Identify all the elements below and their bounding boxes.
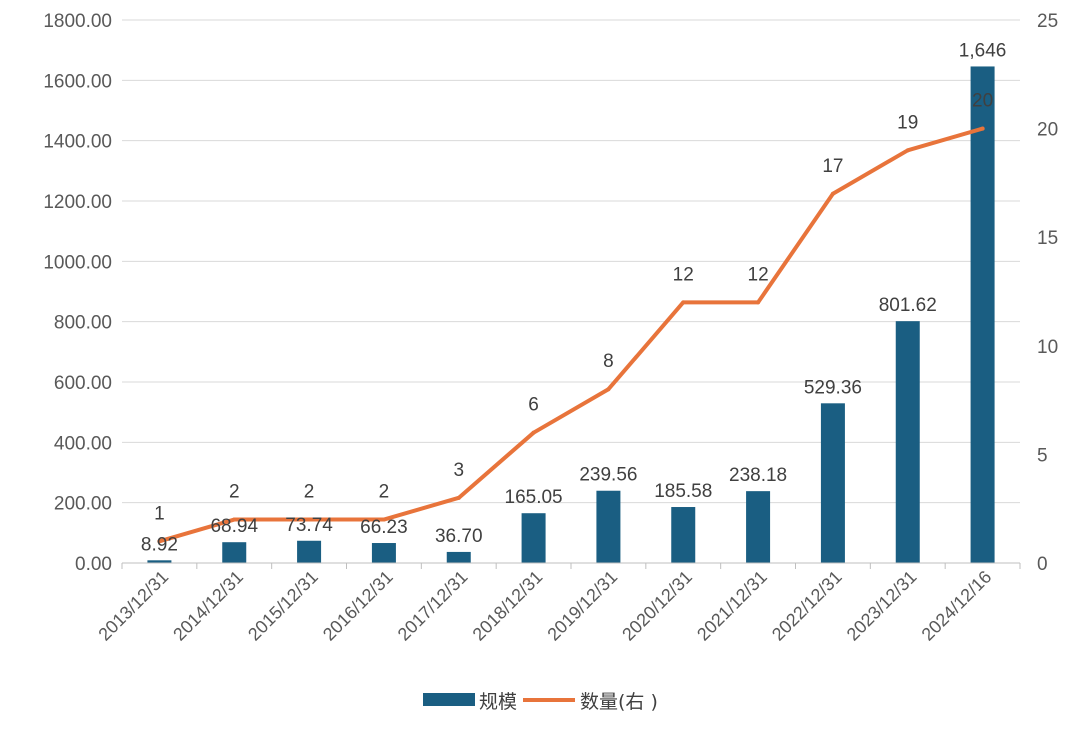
x-tick-label: 2024/12/16 (918, 567, 996, 645)
x-axis: 2013/12/312014/12/312015/12/312016/12/31… (94, 562, 1021, 645)
y-left-tick-label: 600.00 (54, 373, 112, 394)
line-value-label: 20 (972, 91, 993, 112)
x-tick-label: 2015/12/31 (244, 567, 322, 645)
bar (222, 542, 247, 563)
line-point (232, 517, 237, 522)
bar-data-labels: 8.92 68.94 73.74 66.23 36.70 165.05 239.56 185.… (141, 40, 1006, 555)
line-point (531, 430, 536, 435)
line-point (681, 300, 686, 305)
y-left-tick-label: 1200.00 (43, 192, 112, 213)
y-left-tick-label: 400.00 (54, 433, 112, 454)
line-value-label: 12 (673, 264, 694, 285)
legend-swatch-bar (423, 693, 475, 706)
line-point (980, 126, 985, 131)
y-right-tick-label: 0 (1037, 554, 1048, 575)
bar-value-label: 529.36 (804, 377, 862, 398)
bar (297, 540, 322, 563)
bar (371, 543, 396, 563)
y-left-tick-label: 200.00 (54, 494, 112, 515)
bar (147, 560, 172, 563)
y-left-tick-label: 1400.00 (43, 132, 112, 153)
line-value-label: 3 (453, 460, 464, 481)
y-left-tick-label: 800.00 (54, 313, 112, 334)
bar-value-label: 8.92 (141, 534, 178, 555)
line-value-label: 12 (748, 264, 769, 285)
bar (446, 551, 471, 563)
legend-label-bar: 规模 (479, 691, 517, 713)
x-tick-label: 2013/12/31 (94, 567, 172, 645)
bar-series (147, 66, 995, 563)
x-tick-label: 2021/12/31 (693, 567, 771, 645)
bar-value-label: 165.05 (505, 487, 563, 508)
x-tick-label: 2023/12/31 (843, 567, 921, 645)
bar (671, 507, 696, 563)
line-path (157, 126, 985, 544)
bar (820, 403, 845, 563)
line-value-label: 2 (304, 482, 315, 503)
line-value-label: 2 (229, 482, 240, 503)
line-point (456, 495, 461, 500)
line-point (905, 148, 910, 153)
x-tick-label: 2014/12/31 (169, 567, 247, 645)
line-value-label: 2 (379, 482, 390, 503)
bar-value-label: 238.18 (729, 465, 787, 486)
line-value-label: 17 (822, 156, 843, 177)
x-tick-label: 2018/12/31 (469, 567, 547, 645)
line-series (157, 126, 985, 544)
line-point (157, 539, 162, 544)
y-right-tick-label: 5 (1037, 445, 1048, 466)
line-value-label: 6 (528, 395, 539, 416)
line-point (307, 517, 312, 522)
line-point (381, 517, 386, 522)
x-tick-label: 2017/12/31 (394, 567, 472, 645)
x-tick-label: 2019/12/31 (543, 567, 621, 645)
line-value-label: 1 (154, 503, 165, 524)
bar-value-label: 801.62 (879, 295, 937, 316)
y-axis-right: 0 5 10 15 20 25 (1037, 11, 1058, 575)
bar-value-label: 36.70 (435, 526, 483, 547)
line-point (830, 191, 835, 196)
y-axis-left: 0.00 200.00 400.00 600.00 800.00 1000.00 1200.… (43, 11, 112, 575)
bar-value-label: 239.56 (579, 465, 637, 486)
bar (596, 490, 621, 563)
y-right-tick-label: 10 (1037, 337, 1058, 358)
y-left-tick-label: 0.00 (75, 554, 112, 575)
bar-value-label: 1,646 (959, 40, 1007, 61)
y-left-tick-label: 1000.00 (43, 252, 112, 273)
line-value-label: 19 (897, 112, 918, 133)
bar (521, 513, 546, 563)
line-value-label: 8 (603, 351, 614, 372)
y-right-tick-label: 25 (1037, 11, 1058, 32)
y-right-tick-label: 15 (1037, 228, 1058, 249)
legend-label-line: 数量(右 ) (580, 691, 658, 713)
line-point (606, 387, 611, 392)
y-right-tick-label: 20 (1037, 120, 1058, 141)
gridlines (122, 19, 1020, 564)
line-point (756, 300, 761, 305)
x-tick-label: 2020/12/31 (618, 567, 696, 645)
x-tick-label: 2022/12/31 (768, 567, 846, 645)
bar-value-label: 185.58 (654, 481, 712, 502)
y-left-tick-label: 1600.00 (43, 71, 112, 92)
bar-value-label: 68.94 (210, 516, 258, 537)
y-left-tick-label: 1800.00 (43, 11, 112, 32)
bar (895, 321, 920, 563)
bar-value-label: 73.74 (285, 515, 333, 536)
x-tick-label: 2016/12/31 (319, 567, 397, 645)
bar (970, 66, 995, 563)
legend: 规模 数量(右 ) (423, 691, 658, 713)
bar (746, 491, 771, 563)
bar-value-label: 66.23 (360, 517, 408, 538)
